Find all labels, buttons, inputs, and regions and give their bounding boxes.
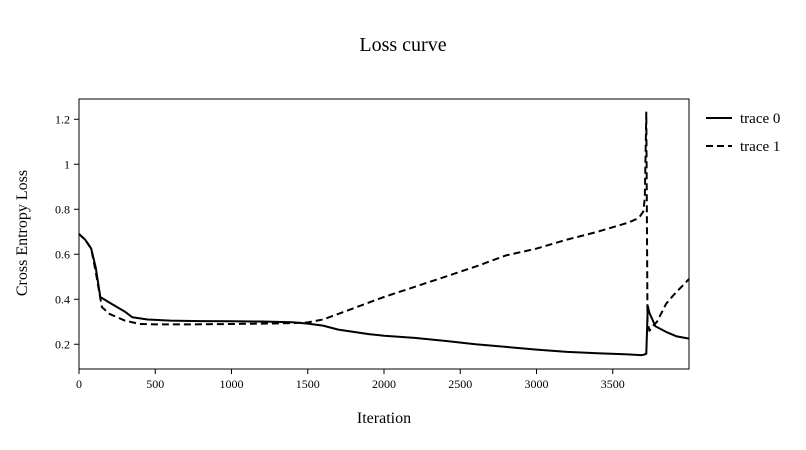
x-tick-label: 1000 [220,377,244,391]
y-tick-label: 0.2 [55,337,70,351]
y-tick-label: 0.6 [55,247,70,261]
legend-label-trace-0: trace 0 [740,111,780,127]
x-tick-label: 3500 [601,377,625,391]
x-axis-label: Iteration [357,410,411,427]
plot-series [78,111,690,357]
x-tick-label: 0 [76,377,82,391]
y-tick-label: 1.2 [55,112,70,126]
legend: trace 0 trace 1 [706,111,780,155]
chart-title: Loss curve [359,34,446,56]
y-tick-label: 0.8 [55,202,70,216]
series-line-trace-1 [78,111,690,332]
x-tick-label: 2500 [448,377,472,391]
x-tick-label: 1500 [296,377,320,391]
plot-frame [78,98,690,370]
series-line-trace-0 [78,233,690,357]
legend-label-trace-1: trace 1 [740,139,780,155]
y-tick-label: 0.4 [55,292,70,306]
y-tick-label: 1 [64,157,70,171]
y-axis-label: Cross Entropy Loss [14,170,31,296]
x-tick-label: 500 [146,377,164,391]
x-tick-label: 3000 [525,377,549,391]
axis-ticks: 0 500 1000 1500 2000 2500 3000 3500 0.2 0.4 0.6 0.8… [55,112,625,391]
x-tick-label: 2000 [372,377,396,391]
